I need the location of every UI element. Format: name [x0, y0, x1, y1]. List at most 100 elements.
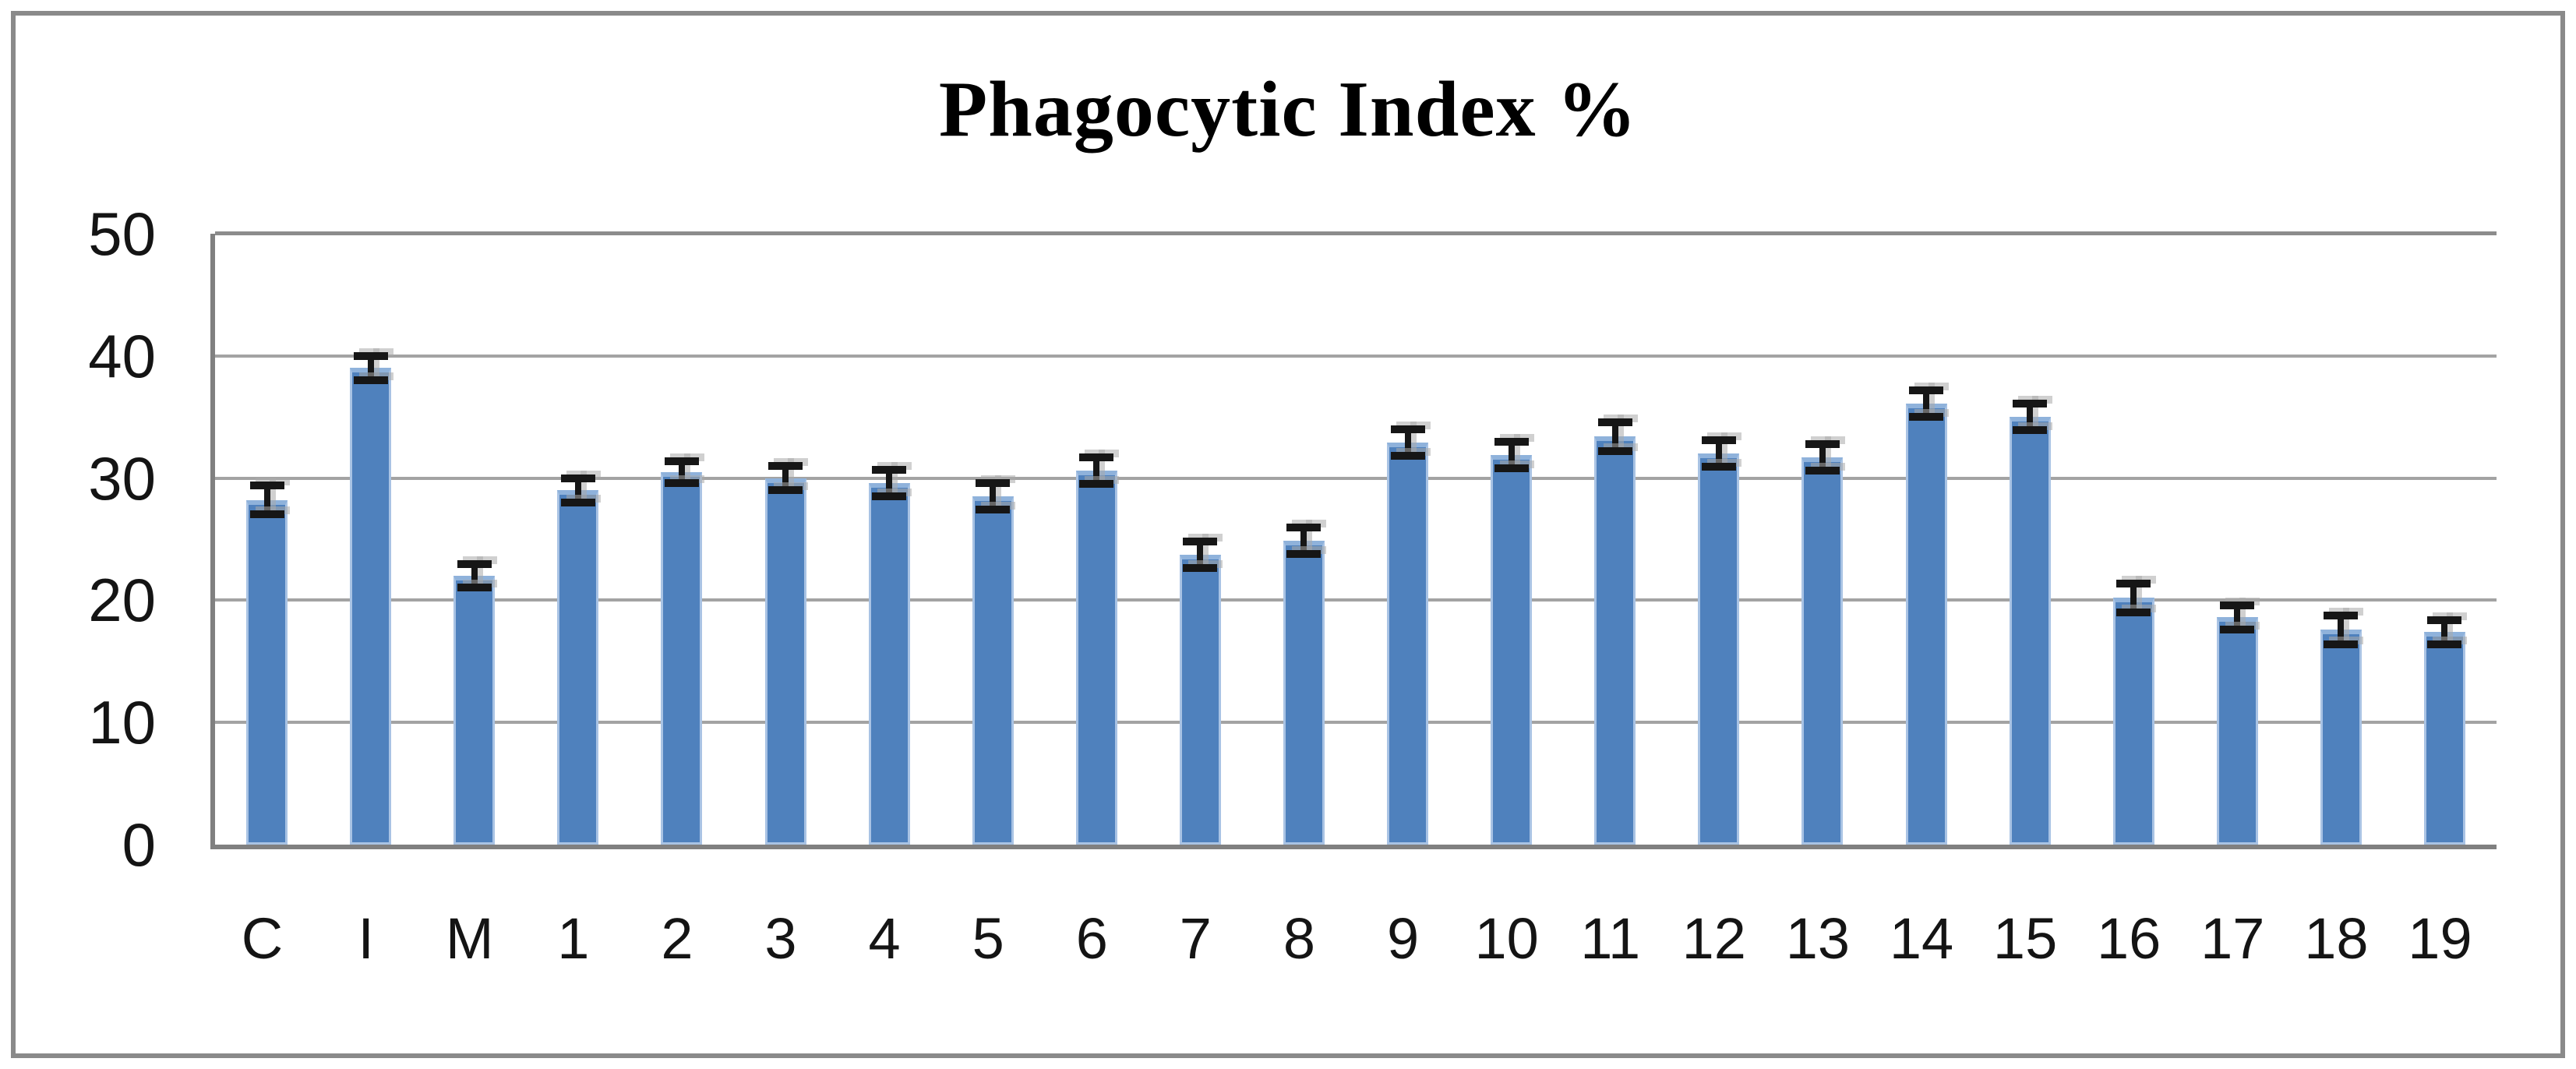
x-axis-tick-label: 11: [1580, 906, 1641, 971]
bar: [1698, 453, 1740, 845]
error-bar: [1404, 425, 1411, 460]
y-axis-tick-label: 0: [122, 810, 156, 879]
bar: [453, 576, 496, 845]
error-bar: [1197, 538, 1204, 573]
error-bar-cap-bottom: [457, 584, 492, 592]
bar: [2423, 632, 2465, 845]
y-axis-tick-label: 10: [88, 688, 156, 757]
error-bar-cap-top: [768, 462, 803, 471]
x-axis-labels: C I M 1 2 3 4 5 6 7 8 9 10 11 12 13 14 15 16 17 18 19: [210, 910, 2492, 996]
error-bar-cap-bottom: [1183, 564, 1218, 573]
error-bar: [1819, 440, 1826, 475]
x-axis-tick-label: I: [358, 906, 374, 971]
error-bar-cap-top: [2324, 611, 2359, 619]
x-axis-tick-label: 10: [1474, 906, 1539, 971]
y-axis-tick-label: 30: [88, 443, 156, 513]
error-bar-cap-bottom: [1390, 452, 1425, 460]
error-bar-cap-top: [1805, 440, 1840, 448]
x-axis-tick-label: 19: [2408, 906, 2472, 971]
chart-title: Phagocytic Index %: [938, 65, 1638, 153]
error-bar-cap-bottom: [2013, 426, 2048, 435]
error-bar: [1093, 453, 1100, 489]
x-axis-tick-label: 6: [1075, 906, 1108, 971]
error-bar-cap-bottom: [1805, 466, 1840, 475]
error-bar: [1508, 437, 1515, 472]
bar: [1075, 471, 1117, 845]
error-bar-cap-top: [1390, 425, 1425, 434]
x-axis-tick-label: 9: [1386, 906, 1420, 971]
error-bar-cap-bottom: [976, 506, 1011, 514]
x-axis-tick-label: 1: [557, 906, 590, 971]
x-axis-tick-label: 2: [661, 906, 693, 971]
error-bar-cap-top: [353, 352, 388, 361]
error-bar: [574, 474, 581, 506]
bar: [246, 499, 288, 845]
error-bar-cap-top: [1909, 386, 1943, 394]
x-axis-tick-label: C: [241, 906, 284, 971]
error-bar-cap-bottom: [2116, 608, 2151, 616]
error-bar: [2027, 400, 2034, 435]
bar: [1801, 457, 1844, 845]
x-axis-tick-label: 18: [2304, 906, 2369, 971]
error-bar: [1300, 523, 1307, 558]
error-bar-cap-bottom: [1494, 464, 1529, 472]
error-bar: [886, 465, 893, 500]
gridline: [215, 598, 2497, 602]
error-bar-cap-bottom: [2324, 640, 2359, 648]
error-bar-cap-bottom: [353, 376, 388, 384]
error-bar-cap-bottom: [249, 510, 284, 519]
y-axis-tick-label: 40: [88, 321, 156, 390]
error-bar-cap-bottom: [1079, 480, 1114, 489]
error-bar-cap-top: [1286, 523, 1322, 531]
error-bar: [2234, 601, 2241, 633]
bar: [2112, 598, 2154, 845]
gridline: [215, 721, 2497, 725]
x-axis-tick-label: M: [445, 906, 494, 971]
bar: [2009, 417, 2051, 845]
error-bar: [678, 457, 685, 487]
y-axis-tick-label: 20: [88, 566, 156, 635]
bar: [1387, 443, 1429, 845]
x-axis-tick-label: 7: [1179, 906, 1212, 971]
error-bar-cap-top: [664, 457, 699, 465]
bar: [557, 490, 599, 845]
error-bar: [2130, 579, 2137, 616]
error-bar-cap-top: [1079, 453, 1114, 462]
error-bar: [471, 559, 478, 592]
x-axis-tick-label: 14: [1889, 906, 1954, 971]
error-bar-cap-top: [560, 474, 595, 482]
error-bar-cap-top: [2116, 579, 2151, 587]
error-bar-cap-top: [249, 482, 284, 490]
x-axis-tick-label: 17: [2200, 906, 2265, 971]
x-axis-tick-label: 16: [2097, 906, 2161, 971]
gridline: [215, 354, 2497, 358]
error-bar: [990, 479, 997, 514]
error-bar-cap-top: [1494, 437, 1529, 446]
error-bar-cap-top: [872, 465, 907, 474]
bar: [661, 471, 703, 845]
bar: [1905, 403, 1947, 845]
bar: [868, 482, 910, 845]
bar: [1179, 555, 1221, 845]
error-bar-cap-bottom: [1597, 446, 1632, 455]
bar: [1491, 454, 1533, 845]
error-bar: [2338, 611, 2345, 648]
x-axis-tick-label: 12: [1681, 906, 1746, 971]
error-bar: [1611, 418, 1618, 455]
gridline: [215, 476, 2497, 480]
x-axis-tick-label: 3: [764, 906, 797, 971]
bar: [764, 478, 806, 845]
y-axis-tick-label: 50: [88, 199, 156, 268]
error-bar-cap-bottom: [1286, 549, 1322, 558]
error-bar-cap-bottom: [1909, 412, 1943, 421]
bar: [350, 368, 392, 845]
bar: [2320, 630, 2362, 845]
x-axis-tick-label: 5: [972, 906, 1004, 971]
y-axis-labels: 0 10 20 30 40 50: [0, 203, 187, 875]
error-bar-cap-bottom: [2427, 640, 2462, 648]
error-bar: [1923, 386, 1929, 421]
x-axis-tick-label: 15: [1992, 906, 2058, 971]
error-bar-cap-top: [457, 559, 492, 568]
error-bar: [2441, 616, 2448, 648]
bar: [972, 496, 1014, 845]
